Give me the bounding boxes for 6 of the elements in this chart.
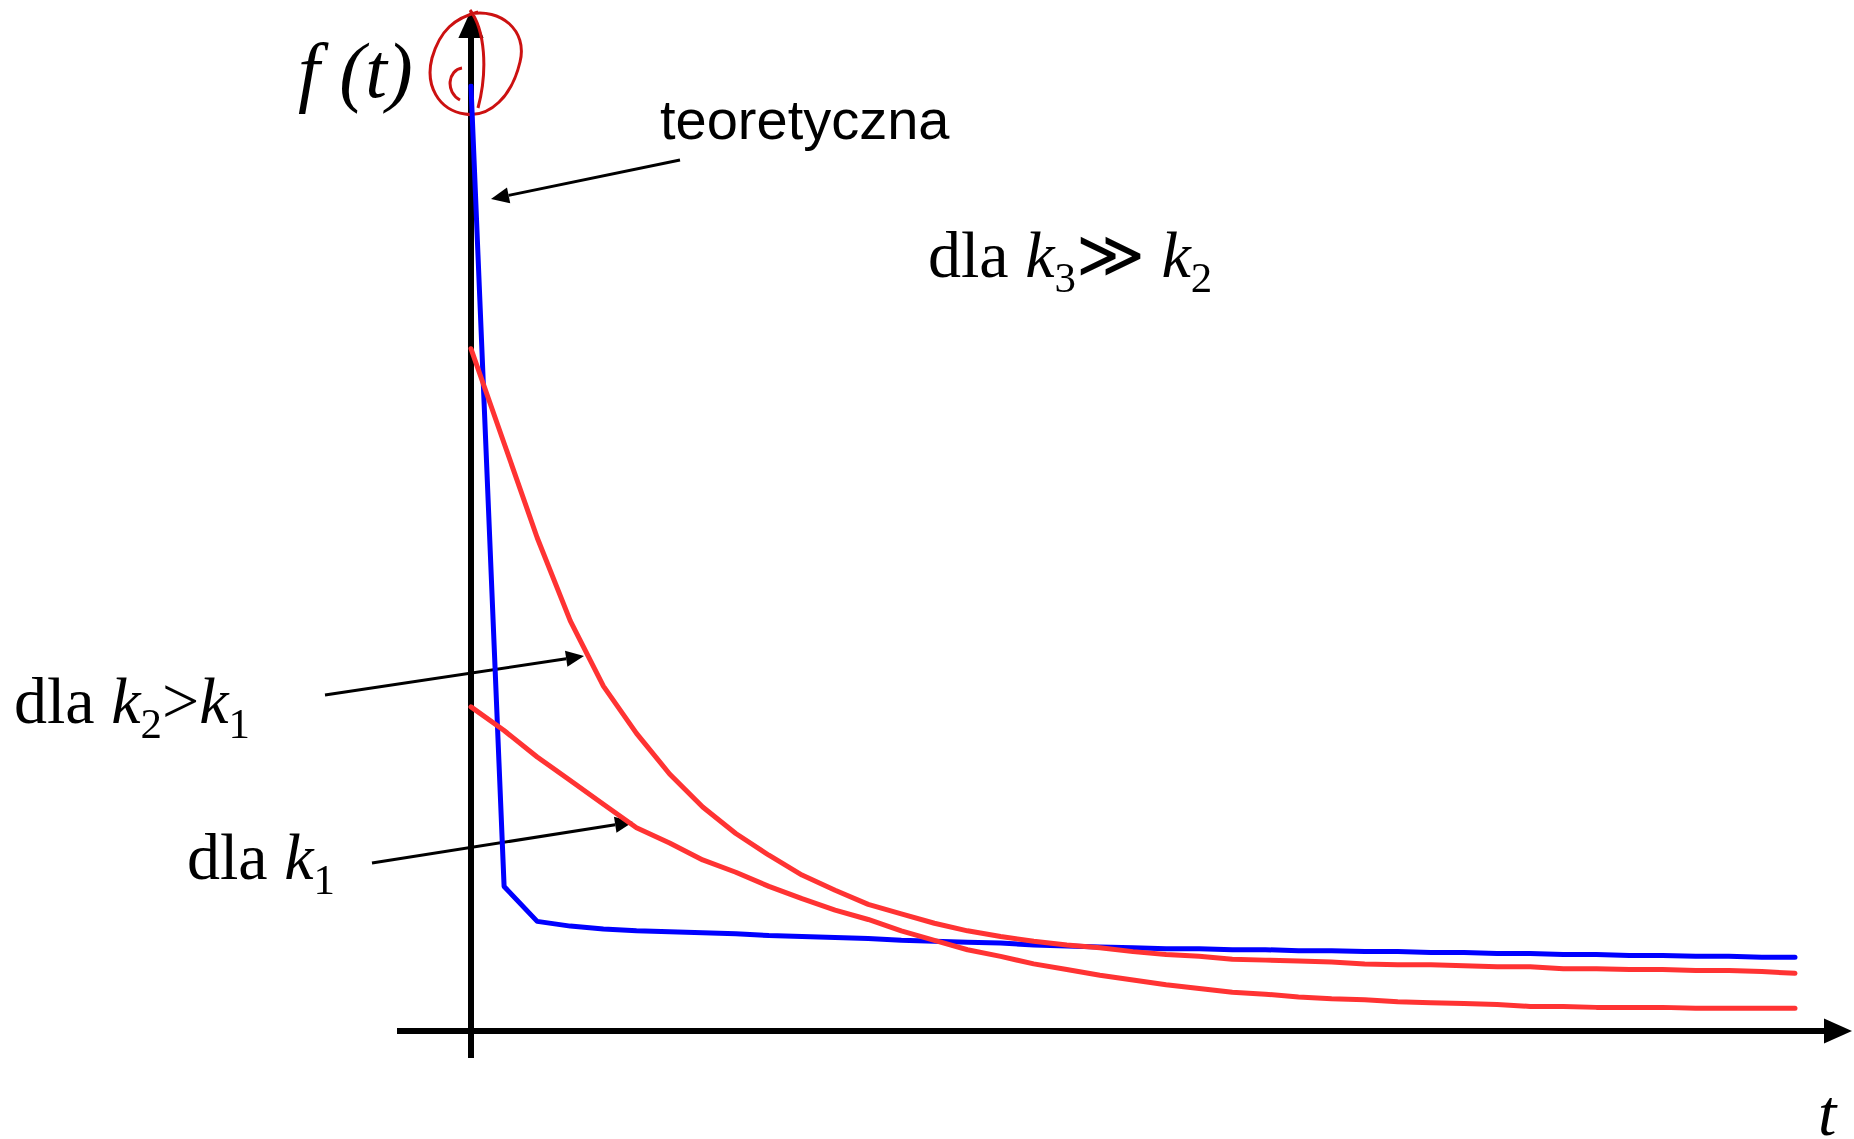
x-axis-title: t: [1818, 1076, 1837, 1139]
text: dla k$_{2}$>k$_{1}$: [14, 664, 250, 747]
annotation: dla k$_{3}$≫ k$_{2}$: [928, 218, 1213, 301]
y-axis-title: f (t): [298, 27, 413, 114]
annotation: teoretyczna: [660, 88, 950, 151]
text: dla k$_{1}$: [187, 820, 335, 903]
